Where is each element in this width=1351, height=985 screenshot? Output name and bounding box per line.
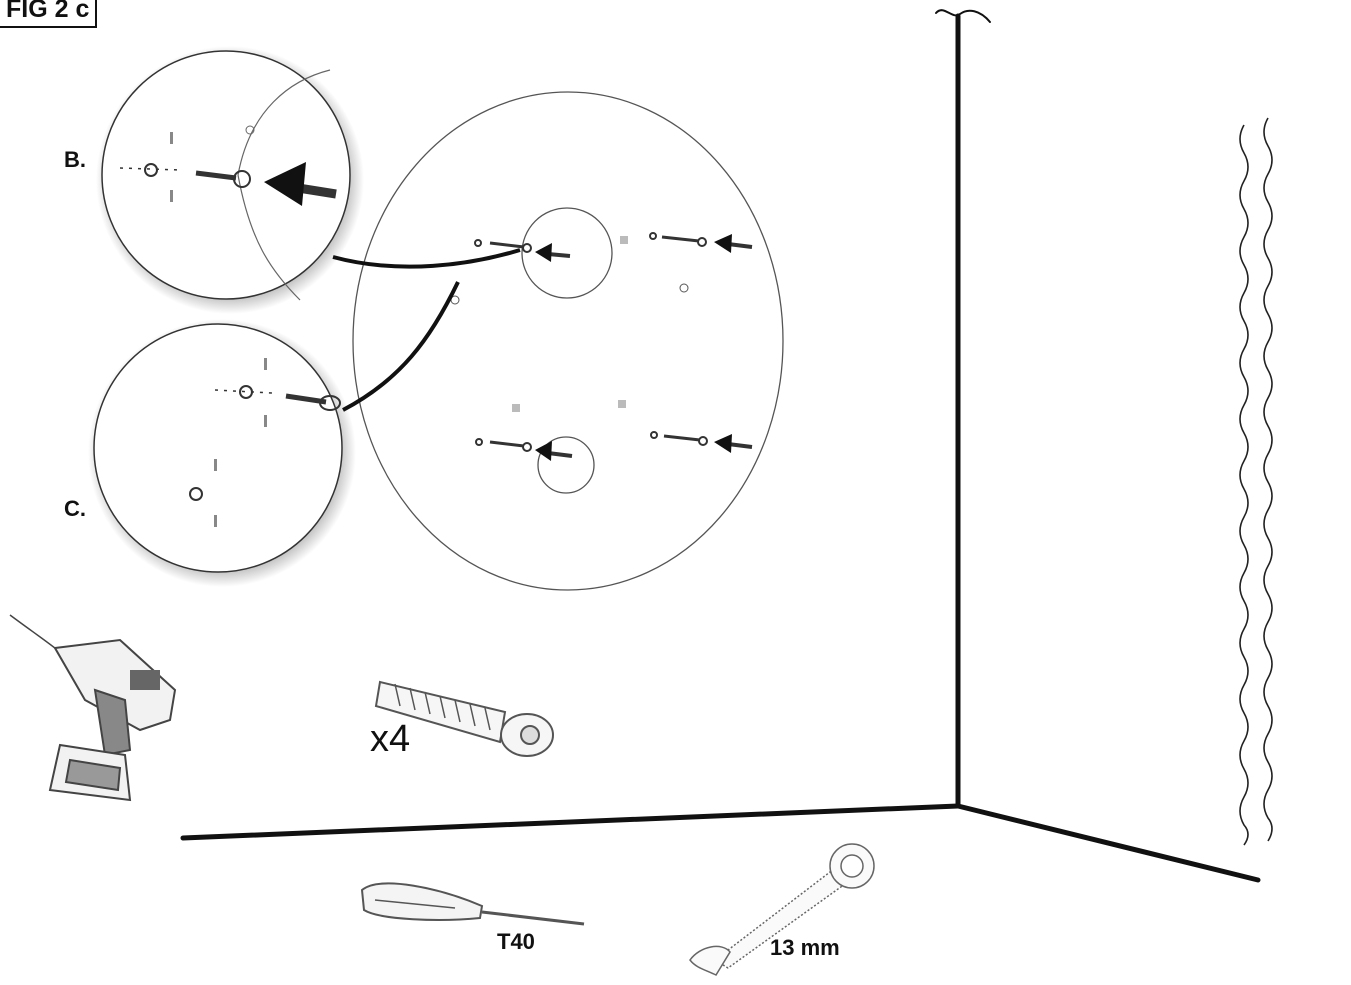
wall-top-break [935,9,991,23]
detail-b [96,46,364,314]
floor-right-edge [955,803,1261,883]
floor-left-edge [180,803,961,841]
bolt-quantity: x4 [370,718,411,760]
detail-b-label: B. [64,147,86,172]
drill-icon [9,614,177,802]
wall-plate [352,91,784,591]
bolt-bottom-right [650,431,753,453]
screwdriver-size-label: T40 [497,929,535,954]
bolt-bottom-left [475,438,573,461]
wall-corner [180,9,1261,883]
torx-screwdriver-icon [360,882,585,926]
plate-inner-ring-bottom [537,436,595,494]
wrench-size-label: 13 mm [770,935,840,960]
bolt-top-right [649,232,753,253]
bolt-top-left [474,239,571,262]
wrench-icon [689,843,875,976]
figure-title: FIG 2 c [0,0,98,28]
lag-bolt-icon [374,680,554,757]
detail-c-label: C. [64,496,86,521]
wall-break-lines [1239,117,1273,846]
wavy-line-left [1239,124,1249,846]
detail-c [88,319,356,587]
leader-lines [332,248,521,412]
plate-inner-ring-top [521,207,613,299]
wavy-line-right [1263,117,1273,842]
